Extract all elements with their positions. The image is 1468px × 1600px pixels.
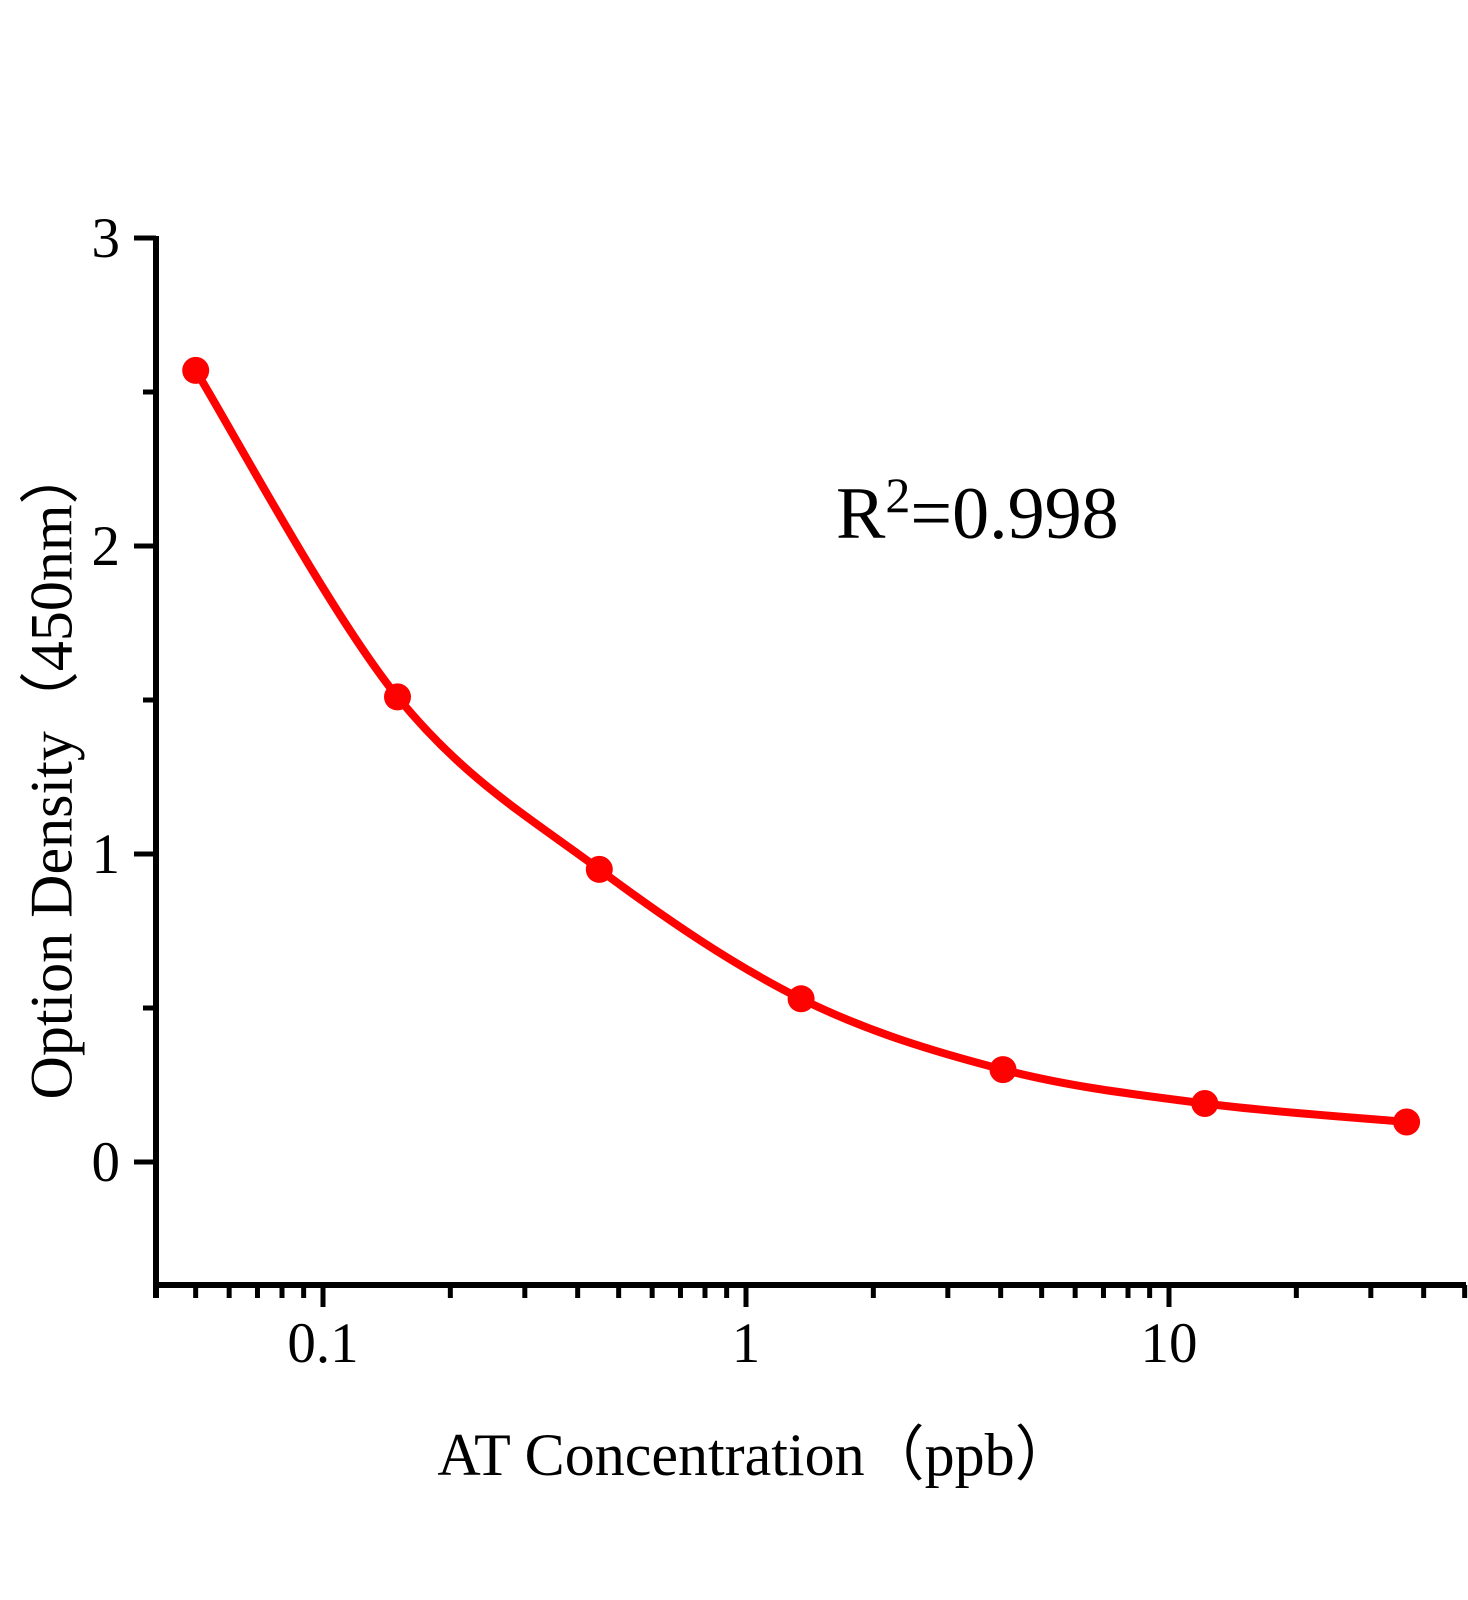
y-axis-title: Option Density（450nm） bbox=[18, 444, 85, 1100]
x-tick-label: 0.1 bbox=[287, 1312, 358, 1375]
r-squared-value: =0.998 bbox=[910, 473, 1119, 555]
x-axis-title: AT Concentration（ppb） bbox=[437, 1422, 1075, 1488]
r-squared-exponent: 2 bbox=[885, 467, 911, 523]
y-tick-label: 0 bbox=[92, 1131, 121, 1194]
x-tick-label: 1 bbox=[732, 1312, 761, 1375]
data-point bbox=[182, 356, 210, 384]
y-tick-label: 1 bbox=[92, 823, 121, 886]
y-tick-label: 2 bbox=[92, 515, 121, 578]
data-point bbox=[989, 1056, 1017, 1084]
data-point bbox=[585, 855, 613, 883]
x-tick-label: 10 bbox=[1141, 1312, 1198, 1375]
data-point bbox=[1393, 1108, 1421, 1136]
r-squared-base: R bbox=[836, 473, 886, 555]
data-point bbox=[384, 683, 411, 711]
data-point bbox=[1191, 1090, 1219, 1117]
r-squared-annotation: R2=0.998 bbox=[836, 466, 1119, 557]
data-point bbox=[787, 985, 815, 1013]
y-tick-label: 3 bbox=[92, 207, 121, 270]
